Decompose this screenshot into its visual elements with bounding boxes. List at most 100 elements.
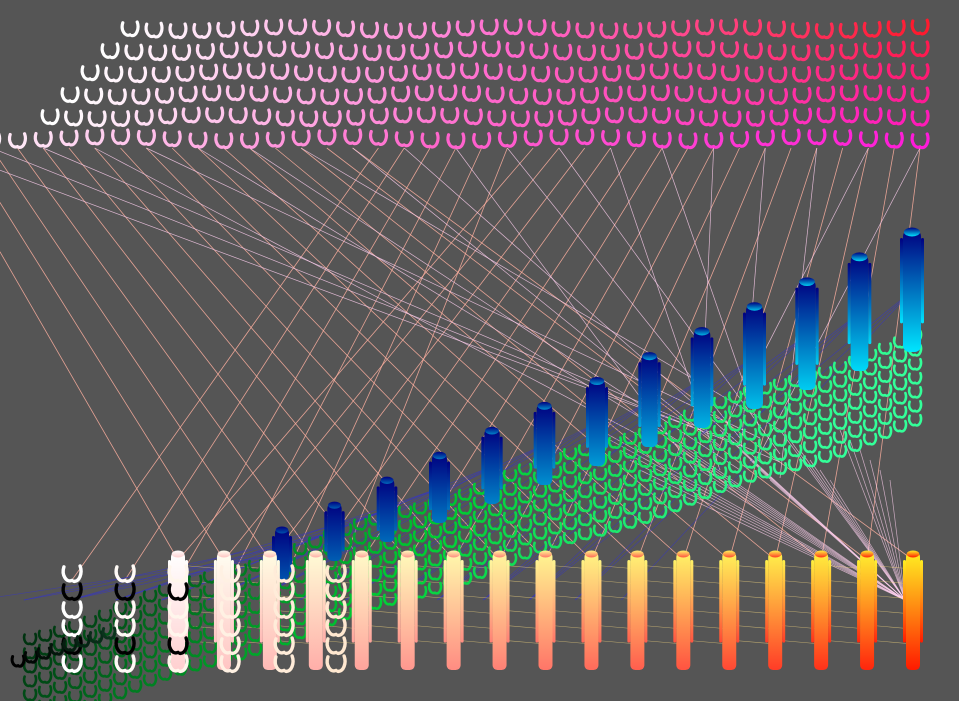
connector-line bbox=[809, 459, 906, 601]
green-hook bbox=[577, 471, 593, 485]
green-hook bbox=[832, 444, 848, 458]
pink-hook bbox=[766, 20, 786, 38]
yellow-cylinder bbox=[581, 550, 602, 670]
pink-hook bbox=[320, 88, 340, 106]
green-hook bbox=[847, 369, 863, 382]
bw-hook bbox=[219, 582, 241, 602]
bw-hook bbox=[325, 654, 347, 674]
pink-hook bbox=[673, 62, 693, 80]
connector-line bbox=[0, 169, 701, 431]
connector-line bbox=[223, 147, 684, 561]
green-hook bbox=[142, 617, 158, 631]
yellow-cylinder bbox=[673, 550, 694, 670]
pink-hook bbox=[910, 18, 930, 36]
green-hook bbox=[712, 480, 728, 494]
pink-hook bbox=[338, 43, 358, 61]
pink-hook bbox=[434, 41, 454, 59]
green-hook bbox=[832, 430, 848, 444]
pink-hook bbox=[420, 131, 440, 149]
pink-hook bbox=[628, 106, 648, 124]
green-hook bbox=[517, 546, 533, 560]
connector-line bbox=[124, 147, 405, 581]
bw-hook bbox=[61, 582, 83, 602]
green-hook bbox=[52, 695, 68, 701]
bw-hook bbox=[219, 564, 241, 584]
bw-hook bbox=[273, 654, 295, 674]
green-hook bbox=[802, 398, 818, 412]
green-hook bbox=[67, 690, 83, 701]
pink-hook bbox=[267, 40, 287, 58]
pink-hook bbox=[275, 109, 295, 127]
green-hook bbox=[667, 415, 683, 429]
green-hook bbox=[517, 518, 533, 532]
pink-hook bbox=[240, 132, 260, 149]
green-hook bbox=[877, 370, 893, 383]
green-hook bbox=[157, 668, 173, 681]
green-hook bbox=[772, 406, 788, 419]
green-hook bbox=[652, 449, 668, 463]
pink-hook bbox=[151, 66, 171, 83]
pink-hook bbox=[699, 109, 718, 127]
connector-line bbox=[819, 469, 906, 601]
green-hook bbox=[427, 539, 443, 553]
green-hook bbox=[757, 437, 773, 451]
pink-hook bbox=[886, 40, 906, 58]
green-hook bbox=[142, 603, 158, 617]
connector-line bbox=[171, 147, 592, 561]
pink-hook bbox=[755, 129, 775, 147]
green-hook bbox=[667, 443, 683, 457]
green-hook bbox=[307, 535, 323, 549]
pink-hook bbox=[746, 110, 766, 127]
green-hook bbox=[817, 394, 833, 407]
green-hook bbox=[457, 544, 473, 557]
pink-hook bbox=[730, 130, 750, 148]
green-hook bbox=[142, 589, 158, 603]
green-hook bbox=[52, 681, 68, 694]
green-hook bbox=[142, 645, 158, 659]
pink-hook bbox=[407, 22, 427, 39]
pink-hook bbox=[791, 44, 811, 62]
green-hook bbox=[292, 542, 308, 556]
green-hook bbox=[907, 385, 923, 399]
green-hook bbox=[427, 567, 443, 581]
blue-cylinder bbox=[586, 377, 608, 466]
connector-line bbox=[315, 147, 611, 561]
pink-hook bbox=[436, 62, 456, 80]
green-hook bbox=[427, 581, 443, 595]
green-hook bbox=[607, 464, 623, 478]
pink-hook bbox=[104, 65, 124, 83]
pink-hook bbox=[575, 128, 595, 146]
connector-line bbox=[591, 147, 766, 561]
pink-hook bbox=[264, 18, 284, 36]
pink-hook bbox=[627, 84, 647, 102]
pink-hook bbox=[33, 131, 53, 148]
green-hook bbox=[82, 657, 98, 670]
pink-hook bbox=[175, 65, 195, 82]
pink-hook bbox=[228, 107, 248, 124]
pink-hook bbox=[720, 64, 740, 82]
green-hook bbox=[712, 438, 728, 452]
green-hook bbox=[532, 526, 548, 540]
connector-line bbox=[759, 147, 921, 455]
green-hook bbox=[382, 579, 398, 592]
green-hook bbox=[532, 484, 548, 498]
bw-hook bbox=[273, 564, 295, 584]
green-hook bbox=[742, 469, 758, 483]
pink-hook bbox=[698, 86, 718, 104]
bw-hook bbox=[325, 636, 347, 656]
green-hook bbox=[772, 462, 788, 475]
pink-hook bbox=[704, 132, 724, 149]
pink-hook bbox=[807, 128, 827, 146]
green-hook bbox=[877, 356, 893, 369]
pink-hook bbox=[317, 128, 337, 146]
pink-hook bbox=[793, 107, 813, 125]
green-hook bbox=[187, 630, 203, 644]
green-hook bbox=[727, 460, 743, 474]
pink-hook bbox=[85, 128, 105, 146]
green-hook bbox=[832, 360, 848, 374]
blue-cylinder bbox=[324, 501, 345, 561]
green-hook bbox=[667, 429, 683, 443]
connector-line bbox=[197, 147, 638, 561]
green-hook bbox=[472, 566, 488, 579]
green-hook bbox=[607, 478, 623, 492]
